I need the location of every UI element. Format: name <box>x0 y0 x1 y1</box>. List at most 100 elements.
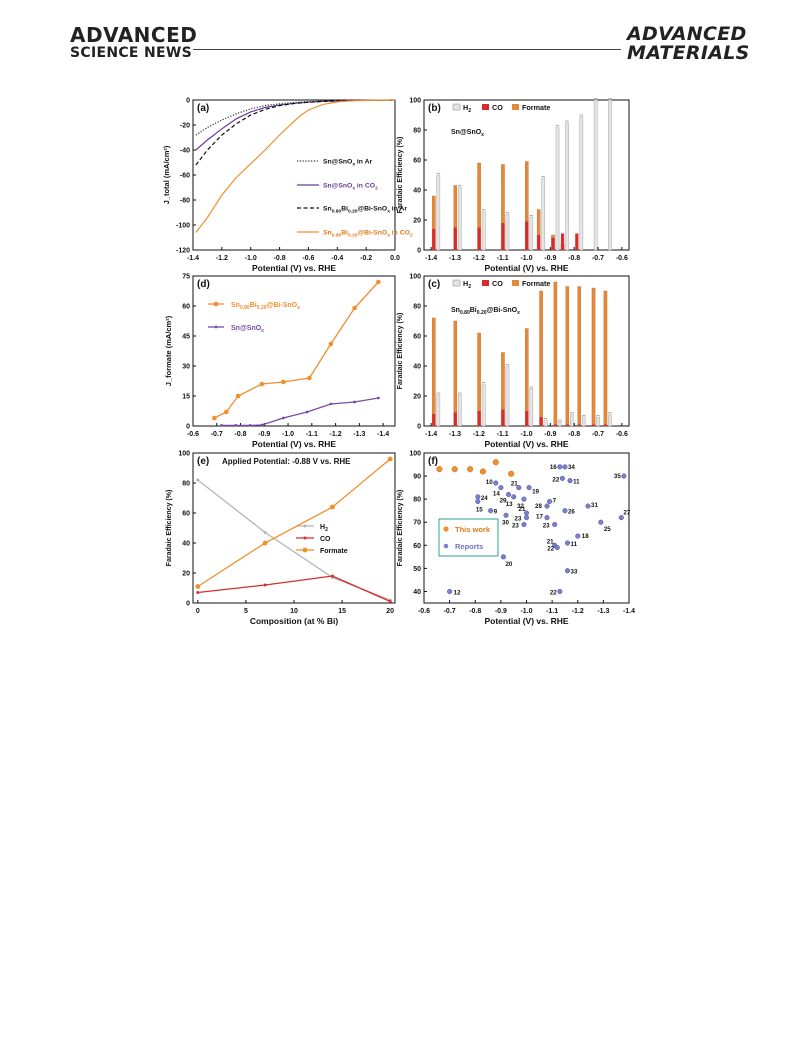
legend-label: Sn0.80Bi0.20@Bi-SnOx <box>231 302 300 311</box>
report-point <box>511 494 517 500</box>
bar-formate <box>603 290 608 427</box>
y-tick-label: 60 <box>413 158 421 165</box>
legend-label: Sn@SnOx in Ar <box>323 159 373 168</box>
y-tick-label: -20 <box>180 123 190 130</box>
y-tick-label: -40 <box>180 148 190 155</box>
panel-label: (f) <box>428 456 438 467</box>
bar-co <box>432 229 436 250</box>
bar-h2 <box>608 99 612 251</box>
report-point <box>562 464 568 470</box>
legend: H2 CO Formate <box>452 103 550 114</box>
legend-marker <box>303 524 307 528</box>
data-point <box>195 584 201 589</box>
x-tick-label: -1.3 <box>597 608 609 615</box>
x-tick-label: -1.1 <box>306 431 318 438</box>
x-tick-label: -1.4 <box>377 431 389 438</box>
x-axis-label: Potential (V) vs. RHE <box>484 439 568 449</box>
data-point <box>353 400 356 404</box>
y-axis-label: Faradaic Efficiency (%) <box>397 137 404 214</box>
bar-co <box>565 424 569 426</box>
reference-label: 14 <box>493 491 500 498</box>
reference-label: 15 <box>476 506 483 513</box>
x-tick-label: 0 <box>196 608 200 615</box>
report-point <box>475 498 481 505</box>
y-tick-label: 80 <box>182 481 190 488</box>
data-point <box>307 375 312 381</box>
y-tick-label: 100 <box>409 274 421 281</box>
bar-h2 <box>555 126 560 251</box>
legend-label: CO <box>492 279 503 288</box>
legend-swatch <box>482 104 489 110</box>
reference-label: 23 <box>543 523 550 530</box>
x-axis-label: Composition (at % Bi) <box>250 616 338 626</box>
x-axis-label: Potential (V) vs. RHE <box>484 616 568 626</box>
axis-ticks: -1.4 -1.3 -1.2 -1.1 -1.0 -0.9 -0.8 -0.7 -0.6 0 20 4… <box>409 98 628 263</box>
reference-label: 22 <box>550 589 557 596</box>
panel-c: -1.4 -1.3 -1.2 -1.1 -1.0 -0.9 -0.8 -0.7 -0.6 0 20 4… <box>397 274 630 449</box>
bar-h2 <box>436 394 441 427</box>
legend-label: Formate <box>522 103 550 112</box>
panel-label: (a) <box>197 103 209 114</box>
x-axis-label: Potential (V) vs. RHE <box>252 263 336 273</box>
report-point <box>521 521 527 528</box>
legend-label: Sn@SnOx <box>231 325 264 334</box>
reference-label: 11 <box>573 479 580 486</box>
x-tick-label: -0.8 <box>469 608 481 615</box>
y-tick-label: -120 <box>176 248 190 255</box>
reference-label: 21 <box>547 538 554 545</box>
x-tick-label: -1.0 <box>282 431 294 438</box>
report-point <box>559 475 565 481</box>
x-tick-label: -0.8 <box>568 255 580 262</box>
x-tick-label: -1.0 <box>520 255 532 262</box>
reference-label: 29 <box>500 498 507 505</box>
x-tick-label: -1.2 <box>473 431 485 438</box>
panel-label: (c) <box>428 279 440 290</box>
legend-label: Formate <box>320 548 348 555</box>
series-line <box>197 458 391 588</box>
bar-co <box>560 233 565 250</box>
data-point <box>329 402 333 406</box>
x-tick-label: -0.7 <box>592 255 604 262</box>
reference-label: 33 <box>571 569 578 576</box>
data-point <box>196 591 200 594</box>
y-tick-label: 80 <box>413 128 421 135</box>
bar-co <box>501 409 505 426</box>
bar-h2 <box>457 186 462 251</box>
bar-h2 <box>436 174 441 251</box>
bar-formate <box>432 317 436 427</box>
report-point <box>523 515 530 521</box>
y-tick-label: 0 <box>186 601 190 608</box>
report-point <box>547 498 553 505</box>
y-tick-label: 40 <box>413 589 421 596</box>
legend-frame <box>438 518 499 557</box>
journal-header-left: ADVANCED SCIENCE NEWS <box>70 25 197 61</box>
reference-label: 16 <box>550 464 557 471</box>
x-tick-label: -0.6 <box>616 431 628 438</box>
x-tick-label: -1.2 <box>216 255 228 262</box>
bar-h2 <box>529 388 534 427</box>
report-point <box>475 494 481 500</box>
this-work-point <box>451 466 458 473</box>
report-point <box>575 533 581 539</box>
bar-co <box>577 424 581 426</box>
data-point <box>263 531 267 534</box>
legend-label: Reports <box>455 542 483 551</box>
x-tick-label: -1.3 <box>449 431 461 438</box>
x-tick-label: -1.2 <box>330 431 342 438</box>
y-tick-label: -80 <box>180 198 190 205</box>
y-axis-label: Faradaic Efficiency (%) <box>397 313 404 390</box>
legend-marker <box>214 325 218 329</box>
bar-h2 <box>481 210 486 251</box>
y-tick-label: 60 <box>182 511 190 518</box>
axis-ticks: -1.4 -1.2 -1.0 -0.8 -0.6 -0.4 -0.2 0.0 0 -20 -40 -6… <box>176 98 400 263</box>
report-point <box>516 485 522 491</box>
reference-label: 26 <box>568 509 575 516</box>
legend-label: H2 <box>463 103 471 114</box>
data-point <box>281 416 285 420</box>
advanced-materials-logo-line2: MATERIALS <box>627 42 750 64</box>
panel-annotation: Sn0.80Bi0.20@Bi-SnOx <box>451 307 520 316</box>
x-tick-label: -0.2 <box>360 255 372 262</box>
data-point <box>281 379 286 385</box>
bar-formate <box>565 286 570 427</box>
reference-label: 35 <box>614 473 621 480</box>
